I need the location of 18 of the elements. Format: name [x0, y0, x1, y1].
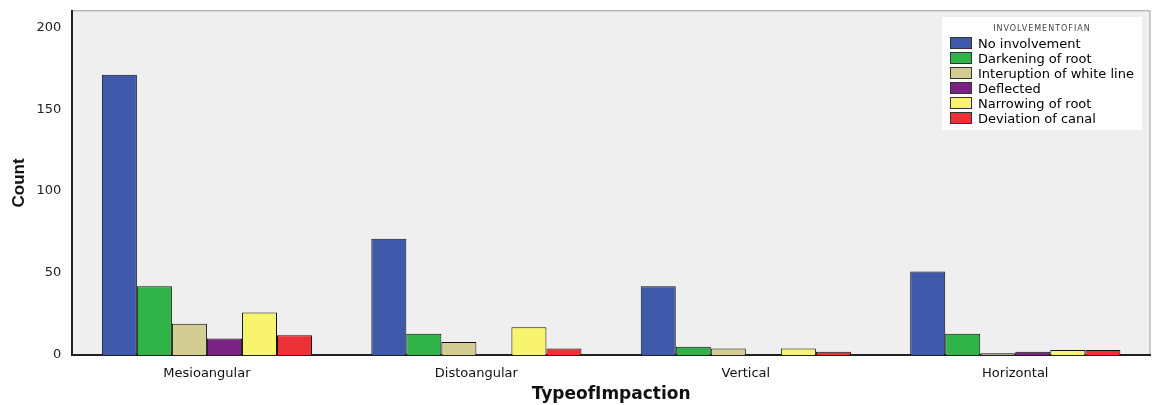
x-tick-label: Horizontal	[982, 365, 1049, 381]
y-axis-title: Count	[8, 158, 28, 208]
legend-label: Deflected	[978, 80, 1041, 96]
x-tick-label: Vertical	[721, 365, 771, 381]
y-tick-label: 0	[52, 346, 62, 362]
x-tick-label: Mesioangular	[163, 365, 252, 381]
y-tick-label: 200	[36, 18, 62, 34]
legend-label: Darkening of root	[978, 50, 1092, 66]
x-axis-title: TypeofImpaction	[531, 383, 691, 404]
legend-label: Deviation of canal	[978, 110, 1096, 126]
legend-label: No involvement	[978, 35, 1081, 51]
legend-label: Interuption of white line	[978, 65, 1134, 81]
x-tick-label: Distoangular	[434, 365, 519, 381]
legend-title: INVOLVEMENTOFIAN	[992, 22, 1092, 35]
legend-label: Narrowing of root	[978, 95, 1092, 111]
y-tick-label: 150	[36, 100, 62, 116]
y-tick-label: 100	[36, 182, 62, 198]
y-tick-label: 50	[44, 264, 62, 280]
